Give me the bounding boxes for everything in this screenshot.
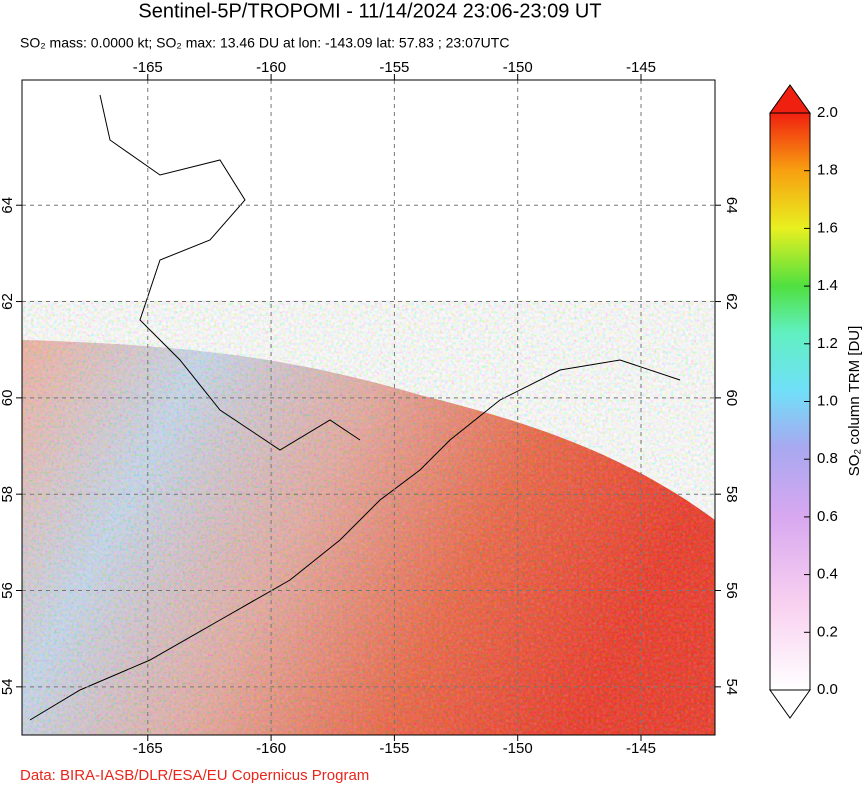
x-tick-label: -150 bbox=[503, 59, 533, 76]
colorbar-tick-label: 1.2 bbox=[817, 335, 838, 352]
colorbar-tick-label: 1.6 bbox=[817, 219, 838, 236]
y-tick-label: 62 bbox=[0, 293, 16, 310]
x-tick-label: -145 bbox=[626, 740, 656, 757]
colorbar-label: SO₂ column TRM [DU] bbox=[846, 326, 863, 477]
x-tick-label: -165 bbox=[133, 59, 163, 76]
subtitle: SO₂ mass: 0.0000 kt; SO₂ max: 13.46 DU a… bbox=[20, 35, 509, 51]
credit: Data: BIRA-IASB/DLR/ESA/EU Copernicus Pr… bbox=[20, 767, 369, 784]
y-tick-label: 56 bbox=[723, 582, 740, 599]
y-tick-label: 54 bbox=[723, 678, 740, 695]
y-tick-label: 54 bbox=[0, 678, 16, 695]
colorbar-tick-label: 0.8 bbox=[817, 450, 838, 467]
x-tick-label: -150 bbox=[503, 740, 533, 757]
colorbar-max-arrow bbox=[769, 84, 811, 114]
colorbar-tick-label: 0.2 bbox=[817, 623, 838, 640]
y-tick-label: 64 bbox=[0, 197, 16, 214]
map-axes: -165 -165 -160 -160 -155 -155 -150 -150 -145 -145… bbox=[0, 59, 740, 757]
title: Sentinel-5P/TROPOMI - 11/14/2024 23:06-2… bbox=[138, 0, 601, 22]
colorbar-tick-label: 1.4 bbox=[817, 277, 838, 294]
y-tick-label: 62 bbox=[723, 293, 740, 310]
y-tick-label: 56 bbox=[0, 582, 16, 599]
colorbar-tick-label: 2.0 bbox=[817, 104, 838, 121]
y-tick-label: 58 bbox=[723, 486, 740, 503]
y-tick-label: 58 bbox=[0, 486, 16, 503]
x-tick-label: -155 bbox=[379, 59, 409, 76]
colorbar-tick-label: 0.6 bbox=[817, 508, 838, 525]
so2-field bbox=[22, 80, 715, 735]
y-tick-label: 60 bbox=[723, 390, 740, 407]
y-tick-label: 60 bbox=[0, 390, 16, 407]
colorbar-tick-label: 1.8 bbox=[817, 162, 838, 179]
map-frame bbox=[21, 79, 716, 736]
x-tick-label: -165 bbox=[133, 740, 163, 757]
colorbar-min-arrow bbox=[769, 689, 811, 719]
x-tick-label: -160 bbox=[256, 59, 286, 76]
x-tick-label: -155 bbox=[379, 740, 409, 757]
colorbar-tick-label: 0.0 bbox=[817, 681, 838, 698]
colorbar-tick-label: 0.4 bbox=[817, 566, 838, 583]
x-tick-label: -145 bbox=[626, 59, 656, 76]
coastline bbox=[29, 94, 681, 721]
colorbar-tick-label: 1.0 bbox=[817, 392, 838, 409]
y-tick-label: 64 bbox=[723, 197, 740, 214]
x-tick-label: -160 bbox=[256, 740, 286, 757]
